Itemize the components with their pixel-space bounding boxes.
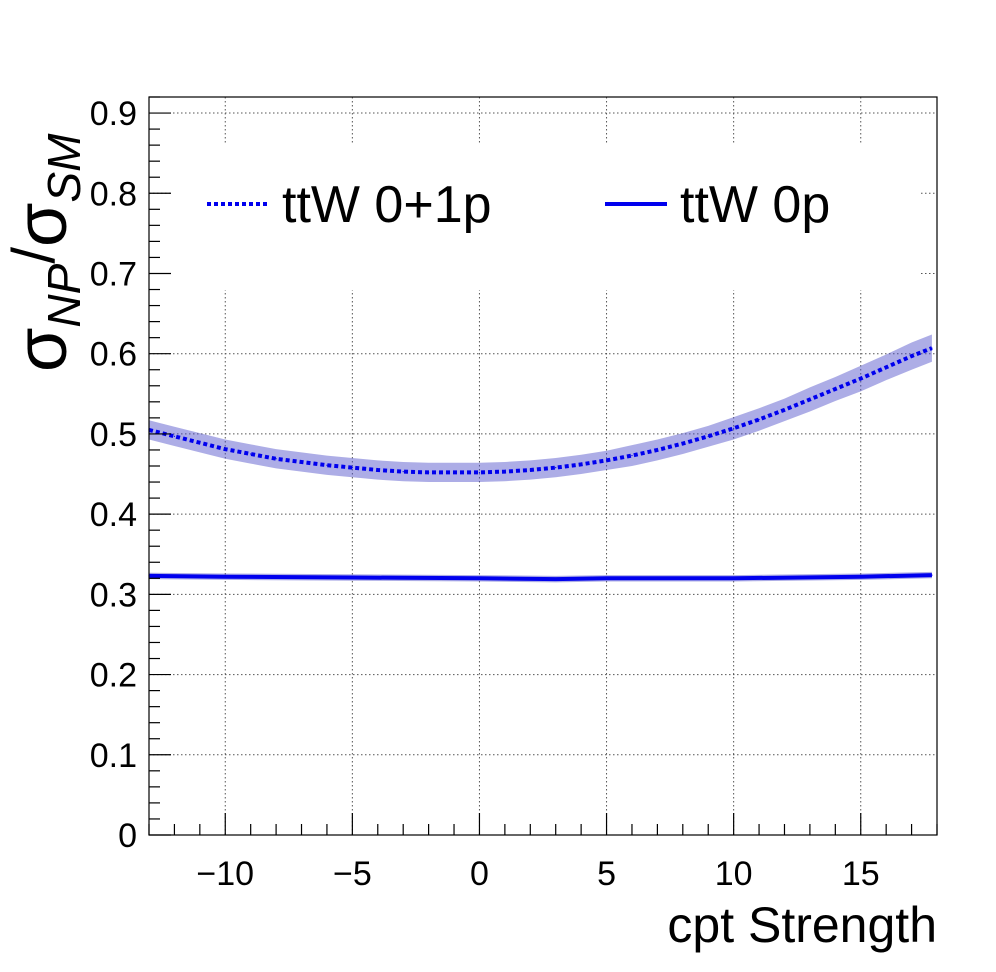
point-series-0 [931,347,933,349]
legend-label-series-0: ttW 0+1p [282,176,492,234]
point-series-0 [351,467,353,469]
band-series-0 [149,334,932,483]
point-series-0 [885,366,887,368]
point-series-0 [504,471,506,473]
y-axis-title-sigma-2: σ [2,203,82,247]
point-series-1 [351,576,353,579]
axis-ticks [148,96,938,836]
legend-label-series-1: ttW 0p [680,176,830,234]
y-tick-label: 0.2 [90,657,137,695]
point-series-0 [783,409,786,411]
y-axis-title-slash: / [0,247,67,264]
x-tick-label: −5 [333,855,372,893]
point-series-0 [275,458,277,460]
x-tick-label: 15 [842,855,880,893]
point-series-1 [605,577,608,579]
tick-labels: −10 −5 0 5 10 15 0 0.1 0.2 0.3 0.4 0.5 0.6 0.7 0.8 0.9 [90,95,880,893]
y-tick-label: 0.5 [90,416,137,454]
svg-text:σNP/σSM: σNP/σSM [0,133,90,372]
point-series-0 [605,459,608,461]
point-series-0 [529,469,531,471]
x-tick-label: −10 [196,855,254,893]
y-axis-title: σNP/σSM [0,133,90,372]
x-tick-label: 10 [715,855,753,893]
point-series-0 [758,418,760,421]
y-tick-label: 0.6 [90,336,137,374]
series-lines [148,346,933,582]
point-series-0 [860,377,862,380]
y-tick-label: 0.3 [90,576,137,614]
y-tick-label: 0 [118,817,137,855]
point-series-1 [733,577,735,579]
point-series-0 [453,471,455,474]
point-series-0 [707,435,709,437]
point-series-0 [910,355,913,357]
point-series-1 [931,574,933,576]
point-series-0 [580,463,582,465]
x-axis-title: cpt Strength [667,897,937,953]
x-tick-label: 5 [597,855,616,893]
y-axis-title-sub-1: NP [38,263,90,327]
point-series-0 [478,471,481,474]
point-series-0 [300,461,303,463]
point-series-1 [860,576,862,578]
point-series-0 [428,471,430,474]
point-series-0 [224,448,226,450]
point-series-1 [478,577,481,579]
point-series-0 [555,467,557,469]
y-tick-label: 0.8 [90,175,137,213]
point-series-1 [555,578,557,580]
x-tick-label: 0 [470,855,489,893]
point-series-0 [733,427,735,429]
point-series-0 [834,388,836,390]
legend: ttW 0+1p ttW 0p [207,176,830,234]
point-series-0 [173,435,176,437]
y-tick-label: 0.9 [90,95,137,133]
line-series-0 [148,346,933,475]
point-series-0 [199,442,201,444]
point-series-0 [656,449,658,451]
point-series-1 [224,576,226,578]
point-series-0 [377,469,379,471]
y-axis-title-sigma-1: σ [2,328,82,372]
point-series-0 [250,453,252,455]
point-series-0 [631,454,633,457]
legend-background [170,145,920,290]
point-series-0 [809,398,811,401]
y-axis-title-sub-2: SM [38,133,90,203]
point-series-0 [682,442,684,445]
point-series-0 [326,464,328,466]
point-series-0 [402,471,404,473]
y-tick-label: 0.7 [90,255,137,293]
y-tick-label: 0.4 [90,496,137,534]
y-tick-label: 0.1 [90,737,137,775]
